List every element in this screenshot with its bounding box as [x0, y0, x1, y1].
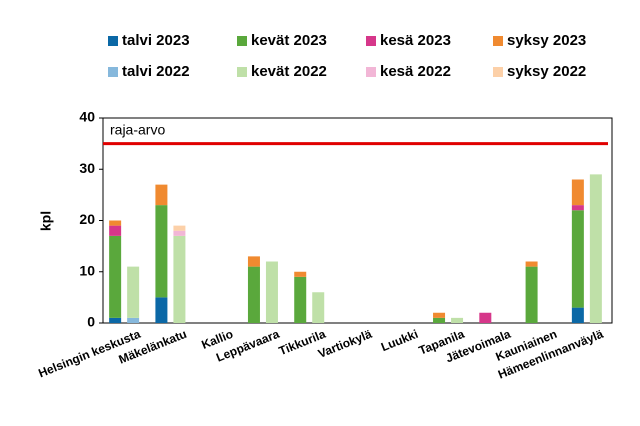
bar [525, 261, 538, 267]
legend-swatch [237, 36, 247, 46]
bar [173, 235, 186, 323]
bar [155, 184, 168, 206]
x-tick-label: Luukki [379, 327, 420, 354]
bar [173, 230, 186, 236]
legend-swatch [493, 67, 503, 77]
legend-swatch [366, 36, 376, 46]
y-tick-label: 40 [79, 109, 95, 125]
y-axis-label: kpl [38, 211, 54, 231]
bar [312, 292, 325, 323]
bar [247, 256, 260, 267]
bar [155, 205, 168, 298]
bar [294, 271, 307, 277]
legend-swatch [366, 67, 376, 77]
bar [247, 266, 260, 323]
bar [127, 266, 140, 318]
bar [173, 225, 186, 231]
bar [571, 179, 584, 206]
legend-swatch [237, 67, 247, 77]
bar [109, 220, 122, 226]
threshold-label: raja-arvo [110, 121, 165, 137]
x-tick-label: Vartiokylä [316, 327, 374, 361]
bar [571, 307, 584, 323]
y-tick-label: 20 [79, 211, 95, 227]
legend-label: syksy 2023 [507, 32, 586, 49]
legend-swatch [493, 36, 503, 46]
legend-swatch [108, 67, 118, 77]
legend-label: kesä 2022 [380, 63, 451, 80]
bar [571, 210, 584, 308]
bar [433, 317, 446, 323]
bar [589, 174, 602, 323]
y-tick-label: 10 [79, 262, 95, 278]
bar [294, 276, 307, 323]
legend-label: kevät 2022 [251, 63, 327, 80]
bar [479, 312, 492, 323]
bar [265, 261, 278, 323]
bar [127, 317, 140, 323]
y-tick-label: 30 [79, 160, 95, 176]
legend-label: kevät 2023 [251, 32, 327, 49]
bar [451, 317, 464, 323]
bar [109, 235, 122, 318]
bar [525, 266, 538, 323]
legend-label: syksy 2022 [507, 63, 586, 80]
bar [109, 225, 122, 236]
y-tick-label: 0 [87, 314, 95, 330]
bar [109, 317, 122, 323]
bar [433, 312, 446, 318]
legend-label: kesä 2023 [380, 32, 451, 49]
bar [155, 297, 168, 323]
legend-swatch [108, 36, 118, 46]
legend-label: talvi 2022 [122, 63, 190, 80]
bar [571, 205, 584, 211]
legend-label: talvi 2023 [122, 32, 190, 49]
